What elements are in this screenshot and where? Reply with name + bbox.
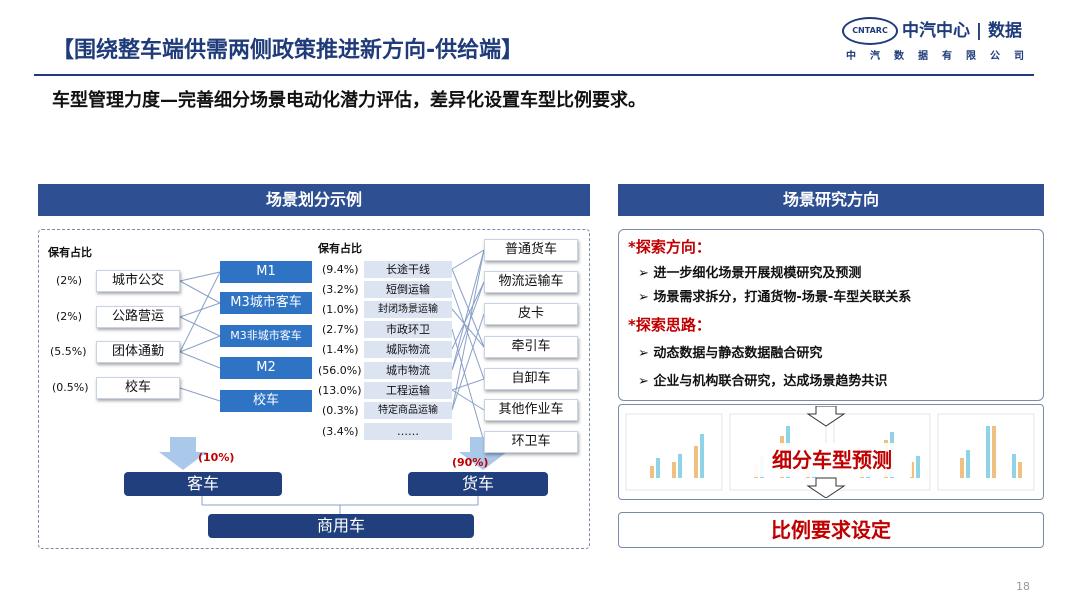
page-title: 【围绕整车端供需两侧政策推进新方向-供给端】 — [52, 38, 524, 63]
freight-scene: 工程运输 — [364, 382, 452, 399]
bus-share: (10%) — [198, 451, 235, 464]
bus-box: 客车 — [124, 472, 282, 496]
scene-diagram-panel — [38, 229, 590, 549]
truck-box: 货车 — [408, 472, 548, 496]
freight-scene-pct: (3.4%) — [322, 425, 359, 438]
slide-subtitle: 车型管理力度—完善细分场景电动化潜力评估，差异化设置车型比例要求。 — [52, 90, 646, 111]
freight-scene-pct: (9.4%) — [322, 263, 359, 276]
freight-scene: 封闭场景运输 — [364, 301, 452, 318]
direction-item: ➢ 场景需求拆分，打通货物-场景-车型关联关系 — [638, 290, 912, 305]
passenger-scene-pct: (2%) — [56, 310, 83, 323]
passenger-scene: 团体通勤 — [96, 341, 180, 363]
direction-item: ➢ 进一步细化场景开展规模研究及预测 — [638, 266, 862, 281]
idea-item: ➢ 动态数据与静态数据融合研究 — [638, 346, 823, 361]
freight-scene: 市政环卫 — [364, 321, 452, 338]
passenger-scene: 校车 — [96, 377, 180, 399]
passenger-scene-pct: (5.5%) — [50, 345, 87, 358]
freight-scene-pct: (0.3%) — [322, 404, 359, 417]
share-label-left: 保有占比 — [48, 246, 92, 259]
freight-type: 其他作业车 — [484, 399, 578, 421]
passenger-scene: 公路营运 — [96, 306, 180, 328]
freight-type: 皮卡 — [484, 303, 578, 325]
page-number: 18 — [1016, 580, 1030, 593]
truck-share: (90%) — [452, 456, 489, 469]
freight-scene: 短倒运输 — [364, 281, 452, 298]
freight-type: 普通货车 — [484, 239, 578, 261]
freight-type: 环卫车 — [484, 431, 578, 453]
logo-name: 中汽中心 | 数据 — [902, 21, 1023, 41]
freight-scene-pct: (2.7%) — [322, 323, 359, 336]
logo-subtitle: 中汽数据有限公司 — [846, 51, 1038, 62]
freight-type: 物流运输车 — [484, 271, 578, 293]
idea-item: ➢ 企业与机构联合研究，达成场景趋势共识 — [638, 374, 888, 389]
idea-title: *探索思路： — [628, 316, 711, 334]
passenger-type: 校车 — [220, 390, 312, 412]
passenger-scene-pct: (0.5%) — [52, 381, 89, 394]
share-label-mid: 保有占比 — [318, 242, 362, 255]
freight-scene: 城际物流 — [364, 341, 452, 358]
ratio-setting-box: 比例要求设定 — [618, 512, 1044, 548]
title-divider — [34, 74, 1034, 76]
freight-scene-pct: (13.0%) — [318, 384, 362, 397]
left-panel-header: 场景划分示例 — [38, 184, 590, 216]
passenger-type: M3城市客车 — [220, 292, 312, 314]
freight-scene: 长途干线 — [364, 261, 452, 278]
passenger-type: M1 — [220, 261, 312, 283]
passenger-type: M2 — [220, 357, 312, 379]
passenger-scene-pct: (2%) — [56, 274, 83, 287]
passenger-type: M3非城市客车 — [220, 325, 312, 347]
logo-mark: CNTARC — [842, 17, 898, 45]
passenger-scene: 城市公交 — [96, 270, 180, 292]
freight-scene: 特定商品运输 — [364, 402, 452, 419]
freight-scene-pct: (56.0%) — [318, 364, 362, 377]
freight-scene-pct: (3.2%) — [322, 283, 359, 296]
research-direction-panel — [618, 229, 1044, 401]
freight-scene: …… — [364, 423, 452, 440]
freight-type: 牵引车 — [484, 336, 578, 358]
freight-type: 自卸车 — [484, 368, 578, 390]
forecast-label: 细分车型预测 — [752, 443, 912, 477]
freight-scene-pct: (1.0%) — [322, 303, 359, 316]
freight-scene-pct: (1.4%) — [322, 343, 359, 356]
direction-title: *探索方向： — [628, 238, 711, 256]
commercial-vehicle-box: 商用车 — [208, 514, 474, 538]
freight-scene: 城市物流 — [364, 362, 452, 379]
right-panel-header: 场景研究方向 — [618, 184, 1044, 216]
